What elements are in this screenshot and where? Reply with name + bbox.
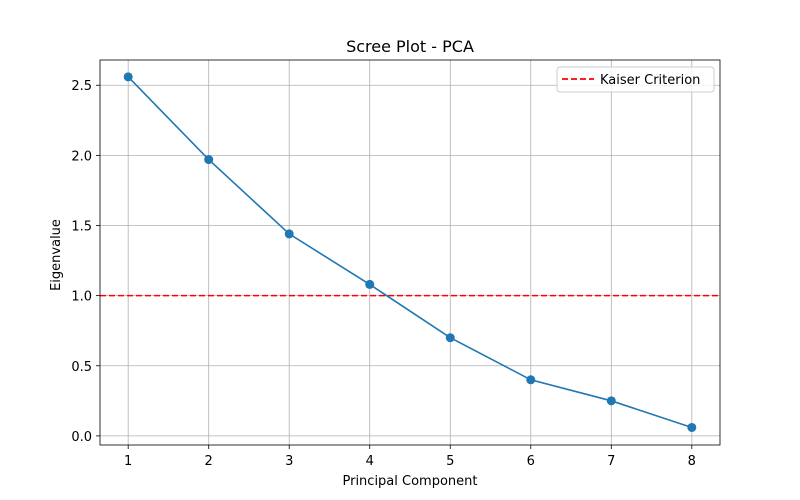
- eigenvalue-point: [687, 422, 697, 432]
- y-tick-label: 2.5: [71, 79, 92, 94]
- y-tick-label: 1.0: [71, 290, 92, 305]
- chart-title: Scree Plot - PCA: [346, 37, 474, 56]
- x-tick-label: 4: [366, 454, 374, 469]
- x-tick-label: 1: [124, 454, 132, 469]
- eigenvalue-series-line: [127, 76, 693, 429]
- axes-layer: [99, 59, 721, 446]
- y-axis-label: Eigenvalue: [49, 219, 64, 291]
- x-tick-label: 8: [688, 454, 696, 469]
- eigenvalue-point: [606, 396, 616, 406]
- y-tick-label: 0.5: [71, 360, 92, 375]
- series-layer: [123, 72, 697, 432]
- legend: Kaiser Criterion: [556, 66, 715, 93]
- y-tick-label: 2.0: [71, 149, 92, 164]
- eigenvalue-point: [284, 229, 294, 239]
- x-tick-label: 3: [285, 454, 293, 469]
- eigenvalue-point: [204, 155, 214, 165]
- grid-layer: [100, 60, 720, 445]
- y-tick-label: 1.5: [71, 220, 92, 235]
- x-tick-label: 5: [446, 454, 454, 469]
- x-tick-label: 7: [607, 454, 615, 469]
- x-tick-label: 6: [527, 454, 535, 469]
- eigenvalue-point: [526, 375, 536, 385]
- eigenvalue-point: [445, 333, 455, 343]
- eigenvalue-point: [365, 279, 375, 289]
- x-tick-label: 2: [205, 454, 213, 469]
- plot-frame: [99, 59, 721, 446]
- ticks-layer: 1 2 3 4 5 6 7 8 0.0 0.5 1.0 1.5 2.0 2.5: [71, 79, 696, 469]
- legend-box: [556, 66, 715, 93]
- legend-label-kaiser-criterion: Kaiser Criterion: [600, 73, 700, 88]
- y-tick-label: 0.0: [71, 430, 92, 445]
- x-axis-label: Principal Component: [342, 474, 477, 489]
- eigenvalue-point: [123, 72, 133, 82]
